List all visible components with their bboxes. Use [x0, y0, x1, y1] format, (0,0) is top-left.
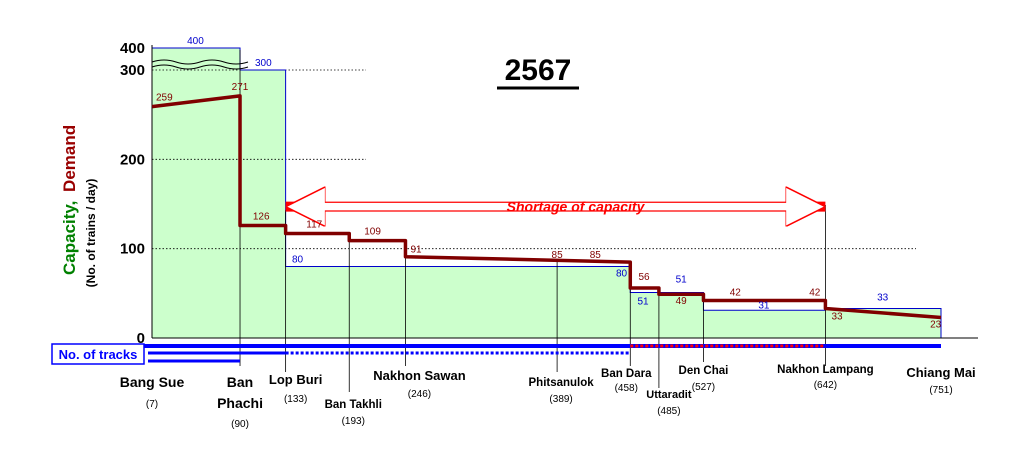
demand-line [151, 94, 942, 320]
y-axis-title: Capacity, Demand [60, 125, 79, 275]
tracks-legend-label: No. of tracks [59, 347, 138, 362]
station-km: (485) [657, 406, 680, 417]
y-tick-label: 200 [120, 151, 145, 168]
reference-lines [152, 69, 916, 250]
station-name: Ban [227, 374, 253, 390]
demand-value-label: 42 [730, 287, 742, 298]
station-name: Nakhon Sawan [373, 368, 466, 383]
capacity-value-label: 33 [877, 293, 889, 304]
demand-series [151, 94, 942, 320]
station-name: Ban Dara [601, 368, 652, 380]
station-km: (7) [146, 399, 158, 410]
y-tick-label: 400 [120, 40, 145, 57]
y-axis-break [151, 64, 249, 70]
capacity-value-label: 80 [616, 269, 628, 280]
station-name: Lop Buri [269, 372, 322, 387]
station-km: (527) [692, 382, 715, 393]
demand-value-label: 109 [364, 227, 381, 238]
station-km: (389) [549, 394, 572, 405]
capacity-area [703, 310, 826, 338]
capacity-value-labels: 400 300 80 51 51 31 33 80 [187, 36, 889, 311]
station-km: (458) [615, 383, 638, 394]
y-axis-break [151, 59, 249, 65]
demand-value-label: 126 [253, 211, 270, 222]
capacity-value-label: 51 [676, 274, 688, 285]
station-name: Bang Sue [120, 374, 185, 390]
station-dividers [239, 50, 826, 392]
station-name: Den Chai [679, 365, 729, 377]
capacity-area [152, 48, 241, 338]
y-axis-units: (No. of trains / day) [84, 179, 98, 288]
station-km: (246) [408, 389, 431, 400]
demand-value-label: 271 [232, 82, 249, 93]
capacity-value-label: 51 [637, 296, 649, 307]
station-name: Uttaradit [646, 389, 692, 401]
station-km: (193) [342, 416, 365, 427]
chart-title: 2567 [505, 54, 572, 87]
tracks-legend-box [51, 343, 145, 365]
y-tick-label: 100 [120, 241, 145, 258]
y-tick-label: 0 [137, 330, 145, 347]
station-name: Phitsanulok [529, 377, 595, 389]
station-km: (90) [231, 419, 249, 430]
demand-value-label: 56 [639, 272, 651, 283]
station-name: Nakhon Lampang [777, 364, 873, 376]
demand-value-label: 117 [306, 219, 322, 230]
demand-value-label: 85 [590, 250, 602, 261]
station-name: Phachi [217, 395, 263, 411]
demand-value-label: 42 [809, 287, 821, 298]
tracks-band [52, 344, 941, 363]
y-tick-labels: 0 100 200 300 400 [120, 40, 145, 347]
demand-value-label: 33 [832, 312, 844, 323]
station-km: (751) [929, 385, 952, 396]
demand-value-label: 49 [676, 296, 688, 307]
demand-value-label: 85 [552, 250, 564, 261]
capacity-area [630, 292, 659, 338]
capacity-value-label: 300 [255, 58, 272, 69]
capacity-area [240, 70, 286, 338]
shortage-annotation: Shortage of capacity [285, 199, 826, 215]
shortage-label: Shortage of capacity [507, 199, 646, 215]
capacity-area [658, 292, 704, 338]
capacity-value-label: 31 [758, 300, 770, 311]
station-name: Ban Takhli [325, 399, 382, 411]
demand-value-label: 23 [930, 319, 942, 330]
y-tick-label: 300 [120, 62, 145, 79]
station-name: Chiang Mai [906, 365, 975, 380]
y-axis-title-capacity: Capacity, [60, 201, 79, 275]
capacity-areas [152, 48, 941, 338]
demand-value-labels: 259 271 126 117 109 91 85 85 56 49 42 42 33 23 [156, 82, 942, 331]
capacity-area [285, 266, 631, 338]
capacity-value-label: 400 [187, 36, 204, 47]
y-axis-title-demand: Demand [60, 125, 79, 192]
demand-value-label: 259 [156, 93, 173, 104]
capacity-value-label: 80 [292, 255, 304, 266]
station-km: (642) [814, 380, 837, 391]
station-km: (133) [284, 394, 307, 405]
station-labels: Bang Sue (7) Ban Phachi (90) Lop Buri (133) Ban… [120, 364, 976, 430]
demand-value-label: 91 [410, 245, 422, 256]
